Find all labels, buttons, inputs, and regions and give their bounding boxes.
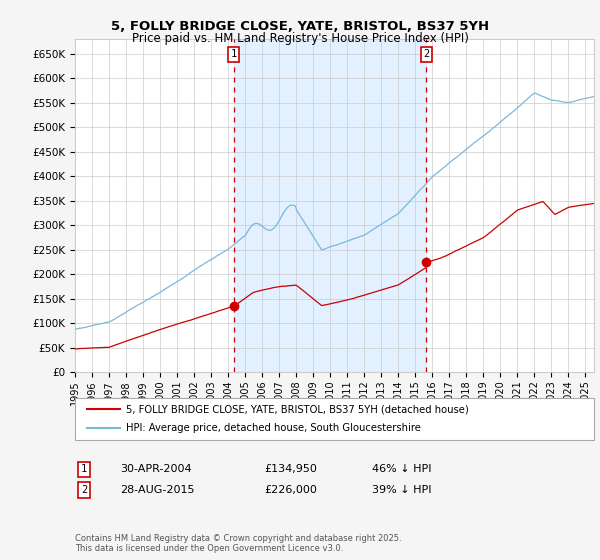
Text: 5, FOLLY BRIDGE CLOSE, YATE, BRISTOL, BS37 5YH: 5, FOLLY BRIDGE CLOSE, YATE, BRISTOL, BS… xyxy=(111,20,489,32)
Text: 46% ↓ HPI: 46% ↓ HPI xyxy=(372,464,431,474)
Text: Contains HM Land Registry data © Crown copyright and database right 2025.
This d: Contains HM Land Registry data © Crown c… xyxy=(75,534,401,553)
Text: 39% ↓ HPI: 39% ↓ HPI xyxy=(372,485,431,495)
Text: Price paid vs. HM Land Registry's House Price Index (HPI): Price paid vs. HM Land Registry's House … xyxy=(131,32,469,45)
Text: 1: 1 xyxy=(81,464,87,474)
Text: 28-AUG-2015: 28-AUG-2015 xyxy=(120,485,194,495)
Text: 2: 2 xyxy=(423,49,430,59)
Text: £226,000: £226,000 xyxy=(264,485,317,495)
Text: 30-APR-2004: 30-APR-2004 xyxy=(120,464,191,474)
Bar xyxy=(234,39,427,372)
Text: HPI: Average price, detached house, South Gloucestershire: HPI: Average price, detached house, Sout… xyxy=(126,423,421,433)
Text: 2: 2 xyxy=(81,485,87,495)
Text: 5, FOLLY BRIDGE CLOSE, YATE, BRISTOL, BS37 5YH (detached house): 5, FOLLY BRIDGE CLOSE, YATE, BRISTOL, BS… xyxy=(126,404,469,414)
Text: 1: 1 xyxy=(230,49,237,59)
Text: £134,950: £134,950 xyxy=(264,464,317,474)
